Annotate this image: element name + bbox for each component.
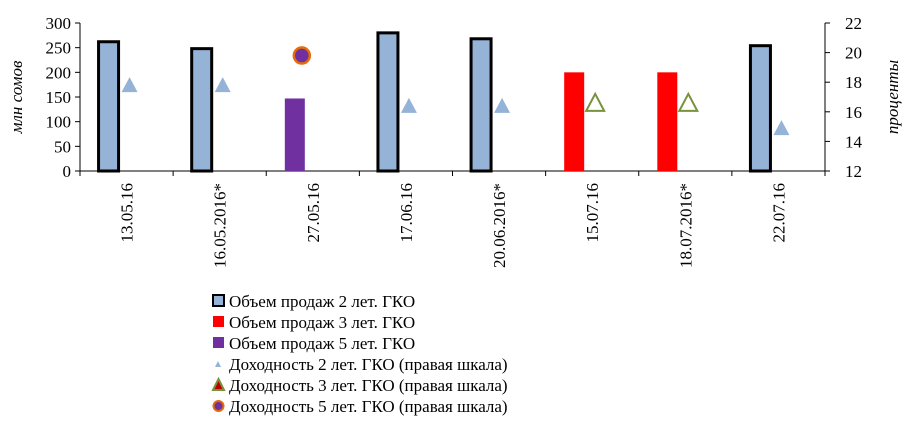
legend-swatch-bar: [212, 294, 225, 307]
x-tick-label: 16.05.2016*: [211, 183, 230, 268]
x-tick-label: 17.06.16: [397, 183, 416, 243]
yield-2y-marker: [121, 77, 138, 93]
bar-series1-7: [748, 44, 772, 173]
left-tick-label: 300: [46, 14, 72, 33]
bar-series1-4: [469, 37, 493, 173]
left-tick-label: 0: [63, 162, 72, 181]
left-axis-ticks: 0 50 100 150 200 250 300: [46, 14, 80, 181]
right-tick-label: 20: [845, 44, 862, 63]
legend-swatch-open-triangle: [211, 376, 226, 391]
left-tick-label: 100: [46, 113, 72, 132]
x-tick-label: 18.07.2016*: [676, 183, 695, 268]
legend-label: Объем продаж 3 лет. ГКО: [229, 313, 415, 332]
legend: Объем продаж 2 лет. ГКО Объем продаж 3 ле…: [211, 292, 508, 416]
bars-group: [97, 31, 772, 173]
legend-swatch-triangle: [215, 361, 221, 367]
yield-3y-marker: [584, 91, 606, 112]
bar-series2-6: [657, 72, 678, 171]
right-tick-label: 18: [845, 73, 862, 92]
left-tick-label: 200: [46, 63, 72, 82]
legend-label: Доходность 2 лет. ГКО (правая шкала): [229, 355, 508, 374]
x-tick-label: 22.07.16: [769, 183, 788, 243]
legend-label: Объем продаж 2 лет. ГКО: [229, 292, 415, 311]
bar-series1-3: [376, 31, 400, 173]
right-tick-label: 16: [845, 103, 862, 122]
x-tick-label: 27.05.16: [304, 183, 323, 243]
x-tick-label: 15.07.16: [583, 183, 602, 243]
yield-2y-marker: [773, 120, 790, 136]
x-tick-label: 13.05.16: [118, 183, 137, 243]
legend-label: Доходность 3 лет. ГКО (правая шкала): [229, 376, 508, 395]
points-group: [121, 46, 790, 136]
bar-series2-5: [564, 72, 585, 171]
right-tick-label: 14: [845, 132, 863, 151]
right-axis-ticks: 12 14 16 18 20 22: [825, 14, 863, 181]
right-tick-label: 22: [845, 14, 862, 33]
yield-3y-marker: [677, 91, 699, 112]
yield-5y-marker: [292, 46, 312, 65]
left-tick-label: 50: [54, 137, 71, 156]
legend-swatch-circle: [212, 400, 225, 412]
bar-series3-2: [284, 98, 305, 171]
left-tick-label: 250: [46, 39, 72, 58]
legend-label: Доходность 5 лет. ГКО (правая шкала): [229, 397, 508, 416]
x-tick-label: 20.06.2016*: [490, 183, 509, 268]
x-axis-ticks: 13.05.16 16.05.2016* 27.05.16 17.06.16 20.06…: [79, 171, 826, 268]
bar-series1-1: [190, 47, 214, 173]
yield-2y-marker: [400, 97, 417, 113]
legend-swatch-bar: [213, 316, 224, 327]
plot-area: 0 50 100 150 200 250 300 12 14 16 18 20 22 13.05.16…: [46, 14, 863, 268]
legend-swatch-bar: [213, 337, 224, 348]
left-tick-label: 150: [46, 88, 72, 107]
bar-series1-0: [97, 40, 121, 173]
left-axis-title: млн сомов: [7, 60, 26, 134]
yield-2y-marker: [214, 77, 231, 93]
yield-2y-marker: [494, 97, 511, 113]
right-tick-label: 12: [845, 162, 862, 181]
legend-label: Объем продаж 5 лет. ГКО: [229, 334, 415, 353]
right-axis-title: проценты: [883, 60, 902, 134]
